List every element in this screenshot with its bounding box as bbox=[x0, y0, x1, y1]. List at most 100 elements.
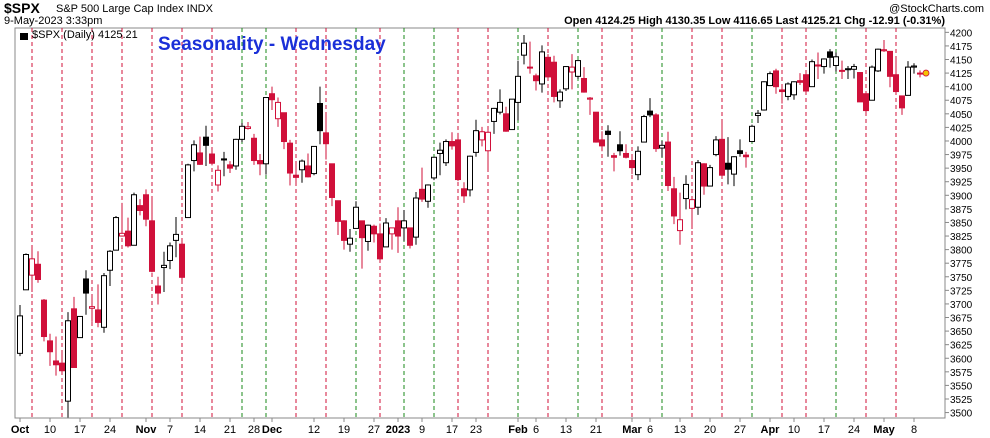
y-tick-label: 3800 bbox=[950, 246, 973, 257]
index-name: S&P 500 Large Cap Index INDX bbox=[56, 3, 214, 15]
candle-body bbox=[107, 250, 113, 271]
candle-body bbox=[77, 315, 83, 339]
candle-body bbox=[821, 58, 827, 68]
candle-body bbox=[239, 125, 245, 140]
candle-body bbox=[347, 237, 353, 245]
candle-body bbox=[851, 66, 857, 70]
candle-body bbox=[809, 61, 815, 88]
x-tick-label: 2023 bbox=[386, 424, 410, 436]
y-tick-label: 4050 bbox=[950, 110, 973, 121]
candle-body bbox=[485, 131, 491, 152]
candle-body bbox=[125, 230, 131, 247]
candle-body bbox=[713, 139, 719, 156]
candle-body bbox=[293, 174, 299, 178]
y-tick-label: 4075 bbox=[950, 96, 973, 107]
quote: Open 4124.25 High 4130.35 Low 4116.65 La… bbox=[564, 15, 945, 27]
y-tick-label: 3775 bbox=[950, 259, 973, 270]
y-tick-label: 3825 bbox=[950, 232, 973, 243]
x-tick-label: 19 bbox=[338, 424, 350, 436]
x-tick-label: 13 bbox=[560, 424, 572, 436]
candle-body bbox=[359, 220, 365, 239]
candle-body bbox=[209, 153, 215, 164]
candle-body bbox=[533, 75, 539, 82]
candle-body bbox=[17, 315, 23, 354]
candle-body bbox=[797, 80, 803, 83]
candle-body bbox=[449, 141, 455, 147]
candle-body bbox=[839, 69, 845, 72]
candle-body bbox=[335, 200, 341, 222]
y-tick-label: 3725 bbox=[950, 286, 973, 297]
candle-body bbox=[707, 167, 713, 187]
candle-body bbox=[251, 137, 257, 162]
candle-body bbox=[137, 205, 143, 212]
candle-body bbox=[389, 227, 395, 235]
candle-body bbox=[53, 360, 59, 366]
candle-body bbox=[623, 152, 629, 158]
candle-body bbox=[845, 68, 851, 71]
candle-body bbox=[29, 258, 35, 276]
candle-body bbox=[161, 264, 167, 269]
y-tick-label: 3600 bbox=[950, 354, 973, 365]
y-tick-label: 3750 bbox=[950, 273, 973, 284]
candle-body bbox=[749, 125, 755, 143]
source: @StockCharts.com bbox=[889, 3, 984, 15]
candle-body bbox=[647, 110, 653, 116]
candle-body bbox=[101, 275, 107, 328]
candle-body bbox=[377, 233, 383, 260]
x-tick-label: 7 bbox=[167, 424, 173, 436]
y-tick-label: 4125 bbox=[950, 69, 973, 80]
candle-body bbox=[179, 243, 185, 278]
candle-body bbox=[227, 164, 233, 169]
y-tick-label: 3500 bbox=[950, 409, 973, 420]
candle-body bbox=[917, 72, 923, 75]
y-tick-label: 3975 bbox=[950, 151, 973, 162]
candle-body bbox=[431, 156, 437, 179]
candle-body bbox=[479, 131, 485, 141]
candle-body bbox=[341, 220, 347, 241]
candle-body bbox=[521, 42, 527, 56]
candle-body bbox=[881, 49, 887, 52]
y-tick-label: 3900 bbox=[950, 191, 973, 202]
candle-body bbox=[467, 155, 473, 191]
candle-body bbox=[575, 60, 581, 77]
candle-body bbox=[635, 150, 641, 176]
candle-body bbox=[47, 340, 53, 353]
x-tick-label: 13 bbox=[674, 424, 686, 436]
candle-body bbox=[587, 97, 593, 100]
chart-title: Seasonality - Wednesday bbox=[158, 34, 386, 55]
candle-body bbox=[683, 183, 689, 200]
candle-body bbox=[869, 66, 875, 101]
candle-body bbox=[89, 306, 95, 309]
candle-body bbox=[35, 263, 41, 280]
x-tick-label: May bbox=[873, 424, 895, 436]
x-tick-label: 17 bbox=[818, 424, 830, 436]
candle-body bbox=[407, 227, 413, 246]
candle-body bbox=[905, 66, 911, 96]
plot-frame bbox=[14, 27, 946, 419]
x-tick-label: 10 bbox=[44, 424, 56, 436]
candle-body bbox=[833, 56, 839, 66]
candle-body bbox=[545, 56, 551, 78]
candle-body bbox=[473, 130, 479, 153]
candle-body bbox=[383, 222, 389, 248]
x-tick-label: 6 bbox=[647, 424, 653, 436]
x-tick-label: 10 bbox=[788, 424, 800, 436]
candle-body bbox=[731, 156, 737, 175]
candle-body bbox=[497, 101, 503, 113]
candle-body bbox=[815, 64, 821, 67]
candle-body bbox=[755, 112, 761, 116]
x-tick-label: 9 bbox=[419, 424, 425, 436]
x-tick-label: 24 bbox=[104, 424, 116, 436]
candle-body bbox=[59, 362, 65, 372]
candle-body bbox=[245, 126, 251, 129]
candle-body bbox=[143, 194, 149, 220]
candle-body bbox=[353, 206, 359, 229]
candle-body bbox=[323, 132, 329, 145]
x-tick-label: 6 bbox=[533, 424, 539, 436]
y-tick-label: 3875 bbox=[950, 205, 973, 216]
candle-body bbox=[671, 188, 677, 217]
candle-body bbox=[875, 48, 881, 72]
candle-body bbox=[581, 78, 587, 93]
x-tick-label: 24 bbox=[848, 424, 860, 436]
